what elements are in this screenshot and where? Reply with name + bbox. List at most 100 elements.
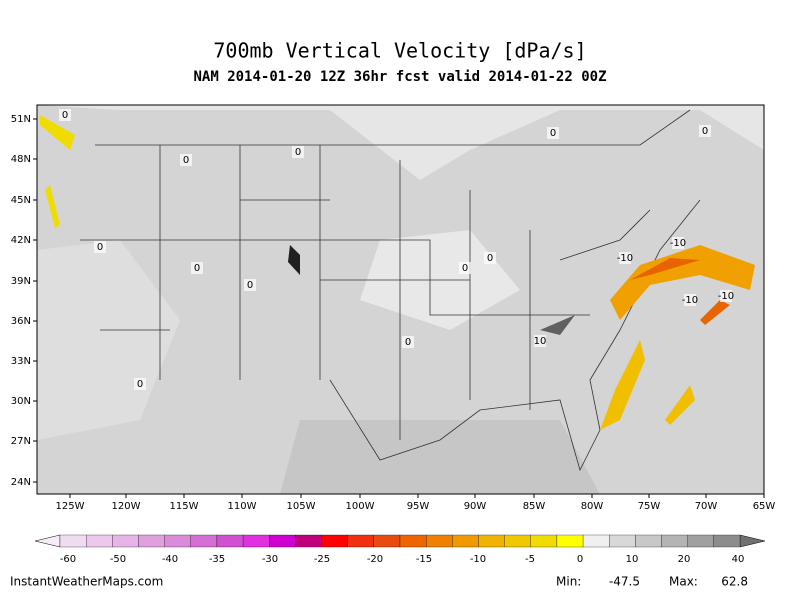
colorbar-box [635, 534, 662, 548]
colorbar-box [112, 534, 139, 548]
contour-label-bg [459, 262, 471, 274]
lon-label: 70W [695, 501, 718, 512]
colorbar-box [687, 534, 714, 548]
colorbar-box [164, 534, 191, 548]
contour-label: 0 [462, 263, 468, 274]
contour-label-bg [191, 262, 203, 274]
contour-label-bg [672, 237, 684, 249]
max-value: 62.8 [721, 575, 748, 589]
lon-label: 65W [753, 501, 776, 512]
lat-label: 48N [11, 154, 31, 165]
colorbar-box [478, 534, 505, 548]
lon-label: 80W [581, 501, 604, 512]
contour-label: -10 [682, 295, 698, 306]
colorbar-box [504, 534, 531, 548]
contour-label-bg [244, 279, 256, 291]
lon-label: 85W [523, 501, 546, 512]
lon-label: 105W [287, 501, 316, 512]
colorbar-box [347, 534, 374, 548]
colorbar-box [452, 534, 479, 548]
contour-label-bg [94, 241, 106, 253]
colorbar-box [86, 534, 113, 548]
lat-label: 33N [11, 356, 31, 367]
map [36, 104, 765, 495]
lon-label: 110W [228, 501, 257, 512]
colorbar-tick-label: 20 [678, 554, 691, 565]
colorbar-box [269, 534, 296, 548]
colorbar-box [373, 534, 401, 548]
contour-label: 10 [534, 336, 547, 347]
lat-label: 24N [11, 477, 31, 488]
colorbar-box [242, 534, 270, 548]
contour-label-bg [484, 252, 496, 264]
colorbar-box [399, 534, 427, 548]
lon-label: 75W [638, 501, 661, 512]
lat-label: 39N [11, 276, 31, 287]
contour-label: 0 [194, 263, 200, 274]
colorbar-tick-label: -25 [314, 554, 330, 565]
colorbar-box [138, 534, 165, 548]
ascent-areas [40, 115, 755, 430]
contour-label: 0 [550, 128, 556, 139]
lon-label: 115W [170, 501, 199, 512]
contour-label-bg [684, 294, 696, 306]
colorbar-box [609, 534, 636, 548]
contour-label: -10 [718, 291, 734, 302]
subtitle: NAM 2014-01-20 12Z 36hr fcst valid 2014-… [193, 69, 606, 85]
contour-label: -10 [617, 253, 633, 264]
lat-label: 51N [11, 114, 31, 125]
colorbar-box [582, 534, 610, 548]
contour-label-bg [59, 109, 71, 121]
colorbar-tick-label: -50 [110, 554, 126, 565]
colorbar-tick-label: 10 [626, 554, 639, 565]
contour-label-bg [699, 125, 711, 137]
contour-label: 0 [487, 253, 493, 264]
contour-label-bg [180, 154, 192, 166]
colorbar-tick-label: -5 [525, 554, 535, 565]
contour-label-bg [619, 252, 631, 264]
colorbar-tick-label: -40 [162, 554, 178, 565]
site-name: InstantWeatherMaps.com [10, 575, 163, 589]
lat-label: 45N [11, 195, 31, 206]
min-value: -47.5 [609, 575, 640, 589]
contour-label-bg [134, 378, 146, 390]
colorbar-tick-label: -20 [367, 554, 383, 565]
colorbar-box [190, 534, 218, 548]
colorbar-tick-label: -10 [470, 554, 486, 565]
gulf-region [280, 420, 600, 494]
colorbar-arrow [739, 534, 766, 548]
colorbar-box [530, 534, 558, 548]
lon-label: 90W [464, 501, 487, 512]
colorbar-tick-label: -15 [416, 554, 432, 565]
colorbar-tick-label: -60 [60, 554, 76, 565]
contour-label: 0 [183, 155, 189, 166]
contour-label: 0 [295, 147, 301, 158]
colorbar-box [59, 534, 87, 548]
contour-label: 0 [247, 280, 253, 291]
colorbar-box [661, 534, 688, 548]
lon-label: 100W [346, 501, 375, 512]
lon-label: 125W [56, 501, 85, 512]
min-label: Min: [556, 575, 581, 589]
colorbar-box [295, 534, 322, 548]
colorbar-tick-label: 0 [577, 554, 583, 565]
contour-label: 0 [702, 126, 708, 137]
lon-label: 95W [407, 501, 430, 512]
colorbar-box [426, 534, 453, 548]
contour-label-bg [547, 127, 559, 139]
contour-label-bg [292, 146, 304, 158]
light-region [37, 105, 764, 180]
colorbar-tick-label: 40 [732, 554, 745, 565]
lat-label: 30N [11, 396, 31, 407]
contour-label-bg [402, 336, 414, 348]
lat-label: 36N [11, 316, 31, 327]
colorbar-box [216, 534, 244, 548]
lat-label: 42N [11, 235, 31, 246]
contour-label-bg [720, 290, 732, 302]
colorbar-arrow [34, 534, 61, 548]
colorbar-box [321, 534, 348, 548]
colorbar-box [556, 534, 584, 548]
contour-label: 0 [97, 242, 103, 253]
